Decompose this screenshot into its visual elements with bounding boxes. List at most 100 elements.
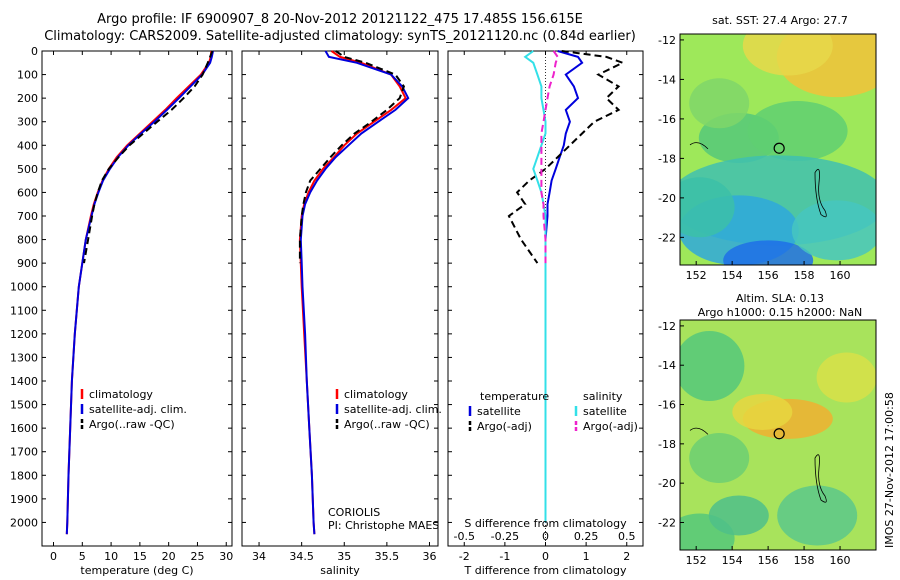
- map-ytick-label: -14: [658, 73, 676, 86]
- x-tick-label: -2: [459, 550, 470, 563]
- map-ytick-label: -20: [658, 192, 676, 205]
- map-ytick-label: -16: [658, 113, 676, 126]
- figure-title-line2: Climatology: CARS2009. Satellite-adjuste…: [44, 29, 636, 44]
- y-tick-label: 1300: [10, 351, 38, 364]
- series-line-3: [83, 50, 214, 264]
- argo-position-marker: [773, 142, 785, 154]
- map-xtick-label: 158: [794, 269, 815, 282]
- legend-entry: Argo(-adj): [477, 420, 532, 433]
- y-tick-label: 300: [17, 116, 38, 129]
- legend-entry: climatology: [344, 388, 408, 401]
- y-tick-label: 1800: [10, 469, 38, 482]
- y-tick-label: 1500: [10, 399, 38, 412]
- x-tick-label: 35: [337, 550, 351, 563]
- profile-panel-1: [41, 50, 233, 547]
- y-tick-label: 800: [17, 234, 38, 247]
- x-tick-label: 34.5: [289, 550, 314, 563]
- profile-panel-3: [447, 50, 644, 547]
- map-ytick-label: -12: [658, 34, 676, 47]
- map-xtick-label: 160: [830, 554, 851, 567]
- top-x-tick-label: 0: [542, 530, 549, 543]
- x-tick-label: 15: [133, 550, 147, 563]
- y-tick-label: 0: [31, 45, 38, 58]
- x-tick-label: 5: [79, 550, 86, 563]
- source-annotation: CORIOLIS: [328, 506, 380, 519]
- series-line-2: [299, 50, 410, 535]
- sla-map-title-line1: Altim. SLA: 0.13: [735, 292, 825, 305]
- y-tick-label: 1200: [10, 328, 38, 341]
- map-ytick-label: -20: [658, 477, 676, 490]
- map-xtick-label: 156: [758, 554, 779, 567]
- sla-map: [679, 319, 877, 551]
- map-ytick-label: -18: [658, 152, 676, 165]
- map-xtick-label: 158: [794, 554, 815, 567]
- legend-entry: Argo(-adj): [583, 420, 638, 433]
- series-line-4: [540, 50, 559, 264]
- y-tick-label: 1900: [10, 493, 38, 506]
- map-xtick-label: 152: [686, 554, 707, 567]
- profile-panel-2: [241, 50, 439, 547]
- map-ytick-label: -22: [658, 231, 676, 244]
- legend-header: temperature: [480, 390, 549, 403]
- top-x-tick-label: 0.5: [618, 530, 636, 543]
- x-axis-label: T difference from climatology: [464, 564, 627, 577]
- legend-entry: satellite-adj. clim.: [89, 403, 187, 416]
- series-line-3: [298, 50, 406, 264]
- sla-map-title-line2: Argo h1000: 0.15 h2000: NaN: [697, 306, 863, 319]
- x-tick-label: 25: [190, 550, 204, 563]
- y-tick-label: 1100: [10, 304, 38, 317]
- y-tick-label: 1000: [10, 281, 38, 294]
- x-tick-label: 1: [583, 550, 590, 563]
- x-tick-label: 20: [162, 550, 176, 563]
- legend-entry: Argo(..raw -QC): [344, 418, 430, 431]
- legend-entry: climatology: [89, 388, 153, 401]
- legend-entry: satellite: [477, 405, 521, 418]
- x-tick-label: 35.5: [375, 550, 400, 563]
- x-tick-label: 2: [623, 550, 630, 563]
- y-tick-label: 200: [17, 92, 38, 105]
- map-ytick-label: -18: [658, 438, 676, 451]
- top-x-tick-label: -0.5: [454, 530, 475, 543]
- top-x-tick-label: -0.25: [491, 530, 519, 543]
- y-tick-label: 100: [17, 69, 38, 82]
- map-xtick-label: 160: [830, 269, 851, 282]
- y-tick-label: 400: [17, 139, 38, 152]
- map-xtick-label: 152: [686, 269, 707, 282]
- x-axis-label: temperature (deg C): [80, 564, 193, 577]
- legend-entry: satellite: [583, 405, 627, 418]
- y-tick-label: 700: [17, 210, 38, 223]
- y-tick-label: 1400: [10, 375, 38, 388]
- map-ytick-label: -12: [658, 320, 676, 333]
- source-annotation: PI: Christophe MAES: [328, 519, 439, 532]
- y-tick-label: 1700: [10, 446, 38, 459]
- x-tick-label: 0: [542, 550, 549, 563]
- y-tick-label: 1600: [10, 422, 38, 435]
- x-tick-label: 10: [104, 550, 118, 563]
- legend-header: salinity: [583, 390, 623, 403]
- map-ytick-label: -14: [658, 359, 676, 372]
- map-ytick-label: -16: [658, 399, 676, 412]
- x-tick-label: 34: [252, 550, 266, 563]
- legend-entry: satellite-adj. clim.: [344, 403, 442, 416]
- x-tick-label: 36: [422, 550, 436, 563]
- y-tick-label: 900: [17, 257, 38, 270]
- map-xtick-label: 154: [722, 554, 743, 567]
- map-xtick-label: 154: [722, 269, 743, 282]
- x-axis-label: salinity: [320, 564, 360, 577]
- series-line-2: [507, 50, 626, 264]
- figure-title-line1: Argo profile: IF 6900907_8 20-Nov-2012 2…: [97, 12, 583, 27]
- y-tick-label: 500: [17, 163, 38, 176]
- top-x-tick-label: 0.25: [574, 530, 599, 543]
- legend-entry: Argo(..raw -QC): [89, 418, 175, 431]
- y-tick-label: 2000: [10, 516, 38, 529]
- sst-map-title: sat. SST: 27.4 Argo: 27.7: [712, 14, 848, 27]
- series-line-2: [65, 50, 214, 535]
- argo-position-marker: [773, 428, 785, 440]
- series-line-3: [523, 50, 547, 523]
- map-ytick-label: -22: [658, 516, 676, 529]
- x-tick-label: 30: [219, 550, 233, 563]
- y-tick-label: 600: [17, 186, 38, 199]
- x-tick-label: -1: [499, 550, 510, 563]
- sst-map: [679, 33, 877, 266]
